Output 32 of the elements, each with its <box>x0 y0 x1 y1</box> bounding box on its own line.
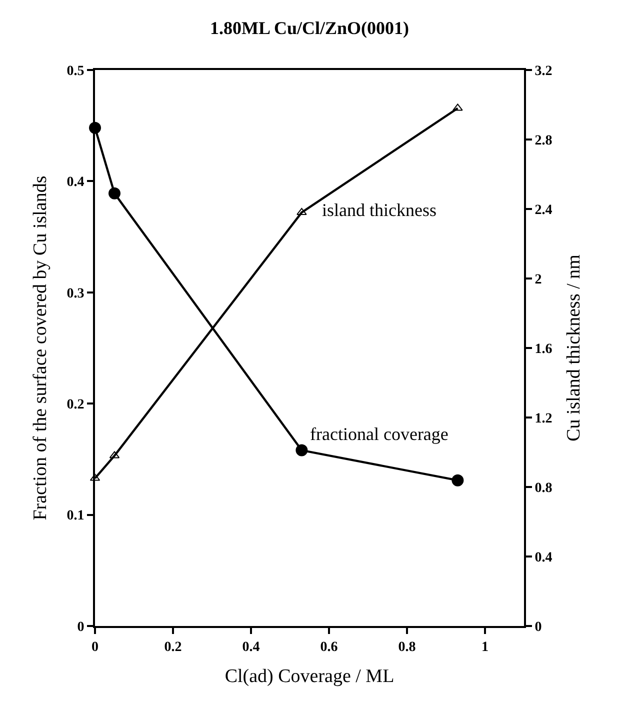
y-tick-label: 0.3 <box>66 286 84 302</box>
y-tick-label: 0.5 <box>66 64 84 79</box>
y2-tick-label: 2.4 <box>534 202 552 218</box>
point <box>452 474 464 486</box>
y2-tick-label: 0.4 <box>534 550 552 566</box>
x-tick-label: 0.4 <box>242 640 260 655</box>
x-axis-title: Cl(ad) Coverage / ML <box>224 666 394 688</box>
y-tick-label: 0 <box>77 620 84 635</box>
y2-tick-label: 0.8 <box>534 480 552 496</box>
y2-tick-label: 3.2 <box>534 64 552 79</box>
x-tick-label: 1 <box>482 640 488 655</box>
y2-axis-title: Cu island thickness / nm <box>564 254 585 442</box>
point <box>296 208 307 215</box>
y2-tick-label: 1.6 <box>534 342 552 357</box>
x-tick-label: 0.6 <box>320 640 338 655</box>
x-tick-label: 0.8 <box>398 640 416 655</box>
y-tick-label: 0.2 <box>66 398 84 412</box>
y2-tick-label: 2.8 <box>534 133 552 148</box>
chart-title: 1.80ML Cu/Cl/ZnO(0001) <box>210 18 410 38</box>
y2-tick-label: 1.2 <box>534 411 552 426</box>
point <box>108 187 120 200</box>
x-tick-label: 0 <box>92 640 98 655</box>
y2-tick-label: 0 <box>534 620 542 635</box>
series-label: island thickness <box>322 200 436 220</box>
y-tick-label: 0.4 <box>66 175 84 190</box>
series-label: fractional coverage <box>310 424 448 444</box>
point <box>296 444 308 456</box>
point <box>452 104 463 111</box>
x-tick-label: 0.2 <box>164 640 182 655</box>
y-tick-label: 0.1 <box>66 508 84 524</box>
y-axis-title: Fraction of the surface covered by Cu islands <box>30 176 52 520</box>
y2-tick-label: 2 <box>534 272 542 288</box>
